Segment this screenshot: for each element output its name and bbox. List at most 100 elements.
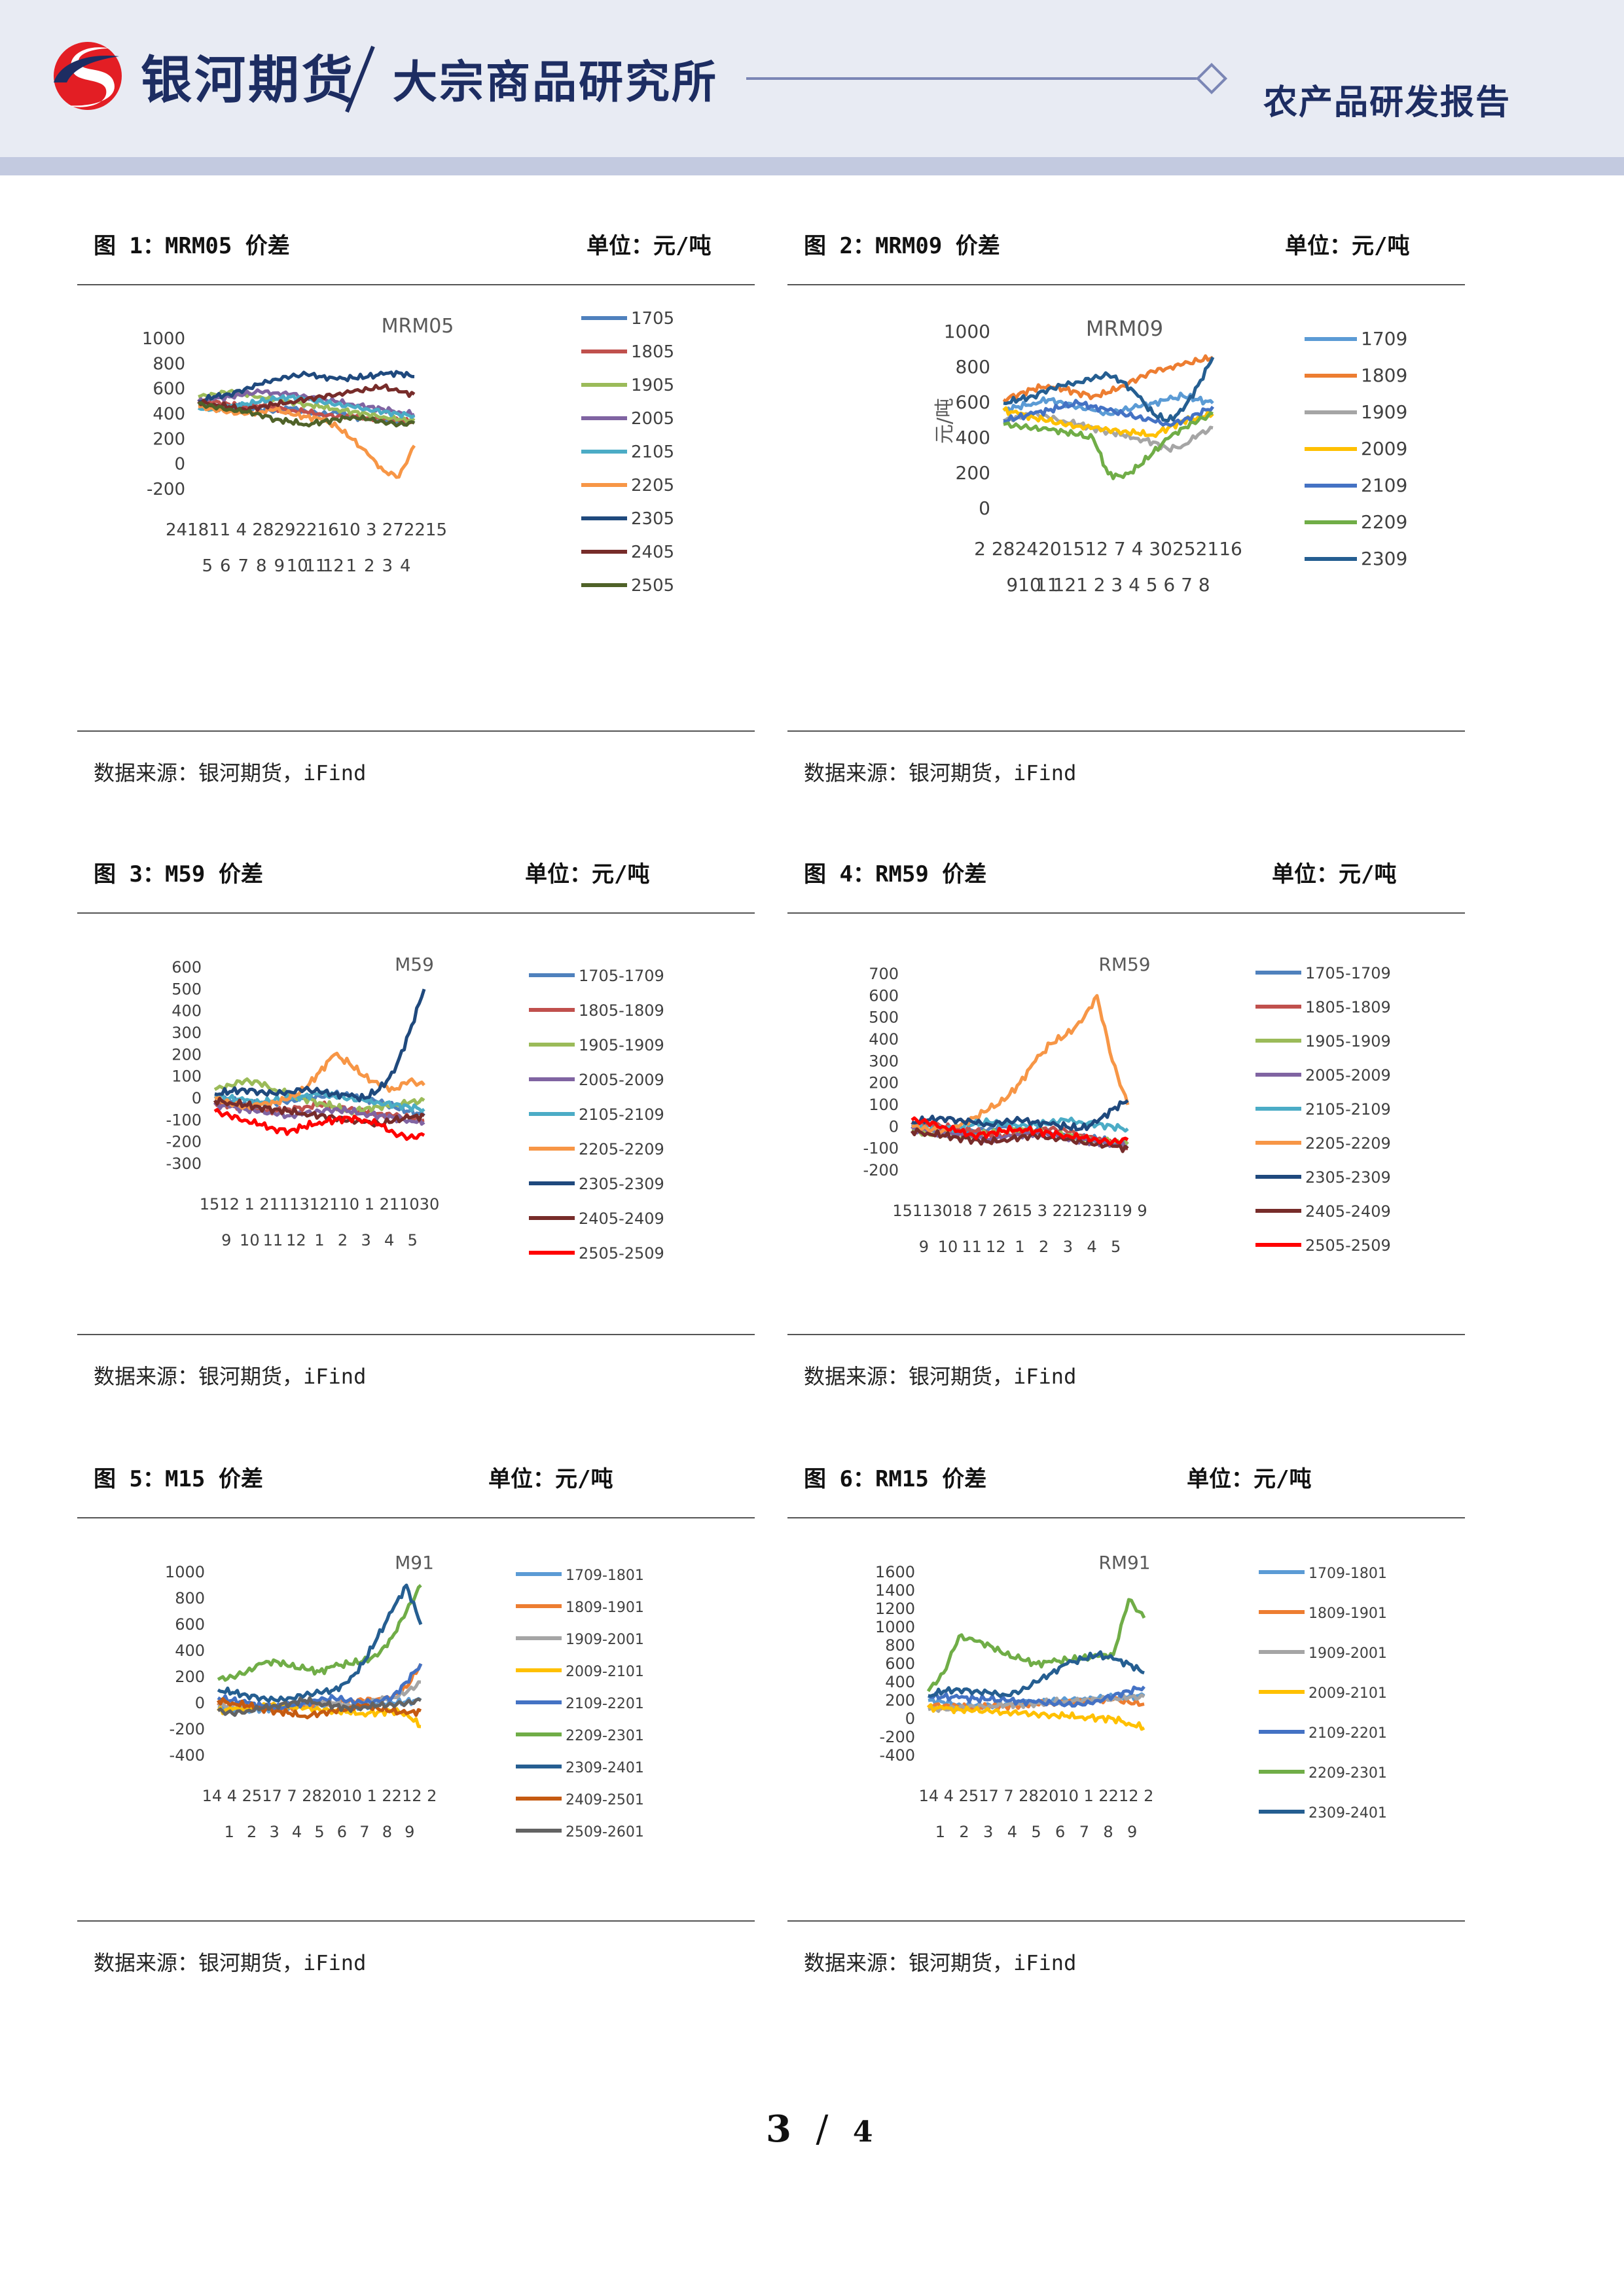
legend-label: 2309 (1361, 548, 1407, 569)
legend-label: 1705-1709 (1305, 964, 1391, 982)
legend-label: 2405-2409 (579, 1210, 664, 1228)
figure-unit: 单位：元/吨 (1272, 861, 1397, 888)
x-tick-label-row2: 7 (1079, 1823, 1089, 1841)
header-slash (345, 45, 375, 113)
series-line-2209 (1003, 411, 1214, 480)
y-tick-label: -200 (170, 1720, 205, 1738)
y-tick-label: 300 (869, 1052, 899, 1070)
figure-source: 数据来源：银河期货，iFind (804, 1364, 1077, 1389)
x-tick-label-row2: 11 (263, 1231, 283, 1249)
series-line-2205-2209 (214, 1051, 425, 1110)
x-tick-label-row2: 4 (1007, 1823, 1017, 1841)
y-tick-label: 800 (175, 1589, 205, 1607)
figure-bottom-rule (77, 1334, 755, 1335)
figure-unit: 单位：元/吨 (1285, 233, 1410, 259)
legend-label: 2405 (631, 543, 674, 562)
x-tick-label-row2: 3 (269, 1823, 279, 1841)
chart-title: M59 (395, 954, 434, 975)
series-line-1905-1909 (213, 1077, 425, 1116)
x-tick-label-row2: 3 (1063, 1238, 1073, 1256)
legend-label: 1805 (631, 342, 674, 362)
legend-label: 1909 (1361, 401, 1407, 423)
page-header: 银河期货 大宗商品研究所 农产品研发报告 (0, 0, 1624, 157)
y-tick-label: 0 (905, 1710, 915, 1728)
series-line-2109 (1003, 399, 1215, 427)
x-tick-label-row2: 2 (959, 1823, 969, 1841)
x-tick-label-row1: 241811 4 2829221610 3 272215 (166, 520, 447, 540)
series-line-2305 (198, 370, 415, 404)
legend-label: 1905-1909 (579, 1036, 664, 1054)
series-line-2009-2101 (927, 1703, 1146, 1731)
x-tick-label-row2: 11 (304, 556, 326, 576)
series-line-2205 (198, 404, 416, 479)
x-tick-label-row2: 2 (1039, 1238, 1049, 1256)
figure-source: 数据来源：银河期货，iFind (804, 761, 1077, 785)
x-tick-label-row2: 5 (1031, 1823, 1041, 1841)
figure-top-rule (787, 284, 1465, 285)
legend-label: 2105-2109 (579, 1105, 664, 1124)
x-tick-label-row2: 4 (292, 1823, 302, 1841)
chart-mrm09: MRM09 元/吨 1000 800 600 400 200 0 2 2824201512 7 … (933, 316, 1407, 596)
series-line-2505-2509 (213, 1107, 425, 1141)
y-tick-label: 600 (171, 958, 202, 977)
x-tick-label-row2: 2 (364, 556, 375, 576)
x-tick-label-row1: 14 4 2517 7 282010 1 2212 2 (202, 1787, 437, 1805)
y-axis-label: 元/吨 (933, 398, 956, 444)
legend-label: 1709-1801 (1308, 1566, 1387, 1582)
figure-bottom-rule (787, 730, 1465, 732)
x-tick-label-row2: 12 (1053, 574, 1077, 596)
figure-bottom-rule (77, 1920, 755, 1922)
series-line-2005 (197, 388, 416, 418)
chart-title: RM91 (1098, 1552, 1150, 1573)
legend-label: 2205 (631, 476, 674, 495)
x-tick-label-row2: 9 (221, 1231, 231, 1249)
x-tick-label-row2: 8 (1199, 574, 1210, 596)
figure-unit: 单位：元/吨 (586, 233, 712, 259)
figure-bottom-rule (787, 1334, 1465, 1335)
x-tick-label-row2: 6 (1055, 1823, 1065, 1841)
legend-label: 2305 (631, 509, 674, 529)
legend-label: 2505 (631, 576, 674, 596)
series-line-2405-2409 (910, 1127, 1129, 1153)
x-tick-label-row2: 4 (1128, 574, 1140, 596)
y-tick-label: 800 (885, 1636, 915, 1655)
x-tick-label-row2: 6 (1163, 574, 1175, 596)
legend-label: 2009 (1361, 438, 1407, 459)
series-line-2409-2501 (216, 1697, 422, 1719)
legend-label: 1705 (631, 309, 674, 329)
x-tick-label-row2: 4 (1087, 1238, 1096, 1256)
y-tick-label: 0 (889, 1117, 899, 1136)
x-tick-label-row2: 7 (238, 556, 249, 576)
y-tick-label: 0 (195, 1694, 205, 1712)
y-tick-label: 500 (171, 980, 202, 998)
series-line-2209-2301 (217, 1584, 422, 1682)
x-tick-label-row1: 14 4 2517 7 282010 1 2212 2 (919, 1787, 1154, 1805)
x-tick-label-row2: 12 (323, 556, 344, 576)
legend-label: 2205-2209 (579, 1140, 664, 1158)
x-tick-label-row2: 11 (962, 1238, 982, 1256)
x-tick-label-row2: 1 (346, 556, 357, 576)
y-tick-label: 100 (869, 1096, 899, 1114)
legend-label: 2109 (1361, 475, 1407, 496)
x-tick-label-row2: 3 (1111, 574, 1123, 596)
y-tick-label: -200 (147, 480, 185, 499)
series-line-2509-2601 (217, 1696, 422, 1717)
legend-label: 2505-2509 (1305, 1236, 1391, 1255)
series-line-2209-2301 (926, 1598, 1146, 1693)
series-line-2309-2401 (217, 1583, 423, 1703)
y-tick-label: 200 (956, 462, 990, 484)
y-tick-label: 0 (174, 455, 185, 475)
figure-title: 图 3：M59 价差 (94, 861, 263, 888)
y-tick-label: -400 (170, 1746, 205, 1765)
x-tick-label-row2: 12 (986, 1238, 1006, 1256)
page-total: 4 (852, 2115, 873, 2149)
x-tick-label-row2: 11 (1036, 574, 1059, 596)
legend-label: 1805-1809 (579, 1001, 664, 1020)
legend-label: 1705-1709 (579, 967, 664, 985)
legend-label: 2205-2209 (1305, 1134, 1391, 1153)
y-tick-label: 400 (956, 427, 990, 448)
x-tick-label-row2: 9 (1127, 1823, 1137, 1841)
x-tick-label-row2: 8 (382, 1823, 392, 1841)
x-tick-label-row2: 5 (408, 1231, 418, 1249)
y-tick-label: 800 (153, 354, 185, 374)
